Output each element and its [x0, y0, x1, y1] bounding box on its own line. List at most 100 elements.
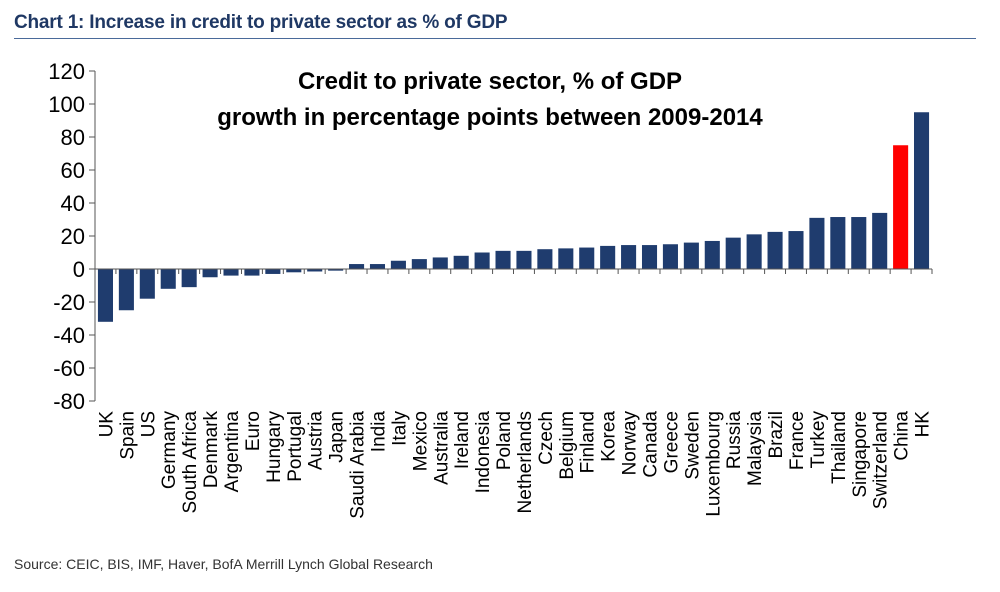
bar-italy — [390, 260, 406, 269]
y-tick-label: -60 — [53, 356, 85, 381]
bar-ireland — [453, 255, 469, 269]
x-tick-label: Hungary — [264, 411, 285, 483]
bar-portugal — [286, 269, 302, 273]
bar-china — [893, 145, 909, 269]
y-tick-label: 120 — [48, 59, 85, 84]
bar-indonesia — [474, 252, 490, 269]
x-tick-label: Malaysia — [745, 411, 766, 486]
bar-poland — [495, 250, 511, 269]
bar-hk — [914, 112, 930, 269]
x-tick-label: Spain — [117, 411, 138, 460]
x-tick-label: Saudi Arabia — [348, 411, 369, 519]
bar-denmark — [202, 269, 218, 278]
chart-title: Credit to private sector, % of GDP — [298, 68, 682, 95]
x-tick-label: Finland — [578, 411, 599, 473]
x-tick-label: China — [892, 411, 913, 461]
x-tick-label: Norway — [620, 411, 641, 476]
x-tick-label: Switzerland — [871, 411, 892, 509]
bar-uk — [97, 269, 113, 322]
bar-brazil — [767, 231, 783, 270]
bar-south-africa — [181, 269, 197, 288]
bar-greece — [662, 244, 678, 269]
x-axis: UK Spain US Germany South Africa Denmark Argen… — [94, 268, 934, 519]
x-tick-label: Sweden — [682, 411, 703, 480]
y-tick-label: 60 — [61, 158, 85, 183]
x-tick-label: India — [368, 411, 389, 453]
x-tick-label: France — [787, 411, 808, 470]
x-tick-label: Korea — [599, 411, 620, 462]
x-tick-label: Ireland — [452, 411, 473, 469]
bar-thailand — [830, 217, 846, 269]
bar-india — [369, 264, 386, 269]
y-tick-label: 40 — [61, 191, 85, 216]
bar-belgium — [558, 248, 574, 270]
bar-czech — [537, 249, 553, 269]
x-tick-label: Austria — [306, 411, 327, 471]
chart-header: Chart 1: Increase in credit to private s… — [14, 10, 976, 39]
x-tick-label: Belgium — [557, 411, 578, 480]
bar-mexico — [411, 259, 427, 269]
bar-russia — [725, 237, 741, 269]
x-tick-label: Singapore — [850, 411, 871, 498]
bar-luxembourg — [704, 240, 720, 269]
x-tick-label: Euro — [243, 411, 264, 451]
bar-sweden — [683, 242, 699, 269]
x-tick-label: Poland — [494, 411, 515, 470]
y-tick-label: -20 — [53, 290, 85, 315]
chart-caption: Chart 1: Increase in credit to private s… — [14, 12, 508, 33]
bar-malaysia — [746, 234, 762, 269]
bar-germany — [160, 269, 176, 289]
bar-spain — [118, 269, 134, 311]
x-tick-label: Turkey — [808, 411, 829, 469]
y-tick-label: 20 — [61, 224, 85, 249]
x-tick-label: Greece — [661, 411, 682, 473]
bar-norway — [621, 245, 637, 269]
bar-canada — [641, 245, 658, 269]
x-tick-label: Indonesia — [473, 411, 494, 494]
bar-finland — [579, 247, 595, 269]
y-tick-label: -80 — [53, 389, 85, 414]
x-tick-label: Japan — [327, 411, 348, 463]
bar-korea — [600, 245, 616, 269]
bar-euro — [244, 269, 260, 276]
bar-singapore — [851, 217, 867, 269]
bar-netherlands — [516, 250, 532, 269]
bar-japan — [328, 269, 344, 271]
bar-turkey — [809, 217, 825, 269]
bar-australia — [432, 257, 448, 269]
x-tick-label: HK — [913, 411, 934, 438]
x-tick-label: Luxembourg — [703, 411, 724, 517]
x-tick-label: US — [138, 411, 159, 437]
x-tick-label: Thailand — [829, 411, 850, 484]
y-tick-label: 100 — [48, 92, 85, 117]
x-tick-label: Russia — [724, 411, 745, 470]
bar-saudi-arabia — [349, 264, 365, 269]
y-tick-label: 80 — [61, 125, 85, 150]
x-tick-label: Germany — [159, 411, 180, 490]
x-tick-label: Brazil — [766, 411, 787, 459]
bar-austria — [307, 269, 323, 272]
bars — [97, 112, 930, 322]
x-tick-label: Canada — [641, 411, 662, 478]
source-note: Source: CEIC, BIS, IMF, Haver, BofA Merr… — [14, 556, 433, 572]
bar-hungary — [265, 269, 281, 274]
x-tick-label: South Africa — [180, 411, 201, 514]
bar-argentina — [223, 269, 239, 276]
bar-us — [139, 269, 155, 299]
x-tick-label: Czech — [536, 411, 557, 465]
chart-subtitle: growth in percentage points between 2009… — [217, 104, 763, 131]
x-tick-label: Netherlands — [515, 411, 536, 513]
y-axis: 120 100 80 60 40 20 0 -20 -40 -60 -80 — [48, 59, 96, 414]
x-tick-label: Mexico — [410, 411, 431, 471]
x-tick-label: Denmark — [201, 411, 222, 489]
x-tick-label: Australia — [431, 411, 452, 485]
x-tick-label: Argentina — [222, 411, 243, 493]
bar-france — [788, 231, 804, 269]
y-tick-label: 0 — [73, 257, 85, 282]
x-tick-label: Italy — [389, 411, 410, 446]
bar-switzerland — [872, 212, 888, 269]
x-tick-label: UK — [96, 411, 117, 438]
x-tick-label: Portugal — [285, 411, 306, 482]
y-tick-label: -40 — [53, 323, 85, 348]
